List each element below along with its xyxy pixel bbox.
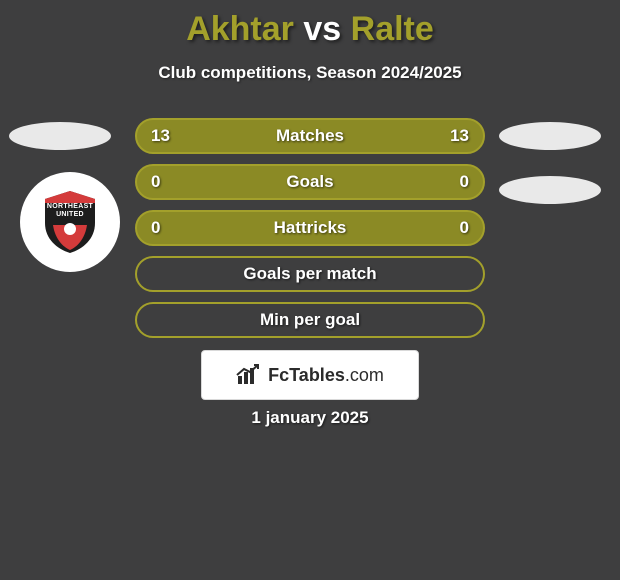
stat-label: Hattricks — [274, 218, 347, 238]
bar-chart-icon — [236, 364, 262, 386]
comparison-title: Akhtar vs Ralte — [0, 0, 620, 49]
brand-bold: FcTables — [268, 365, 345, 385]
placeholder-ellipse — [499, 122, 601, 150]
stat-label: Min per goal — [260, 310, 360, 330]
stat-left-value: 0 — [151, 172, 160, 192]
stat-label: Goals per match — [243, 264, 376, 284]
stat-bar: Goals per match — [135, 256, 485, 292]
stat-left-value: 13 — [151, 126, 170, 146]
stat-right-value: 0 — [460, 218, 469, 238]
stat-bar: 0 Goals 0 — [135, 164, 485, 200]
subtitle: Club competitions, Season 2024/2025 — [0, 63, 620, 83]
brand-logo-box: FcTables.com — [201, 350, 419, 400]
shield-text: NORTHEAST UNITED — [41, 203, 99, 219]
stat-left-value: 0 — [151, 218, 160, 238]
placeholder-ellipse — [499, 176, 601, 204]
stat-right-value: 0 — [460, 172, 469, 192]
date-text: 1 january 2025 — [0, 408, 620, 428]
shield-icon: NORTHEAST UNITED — [41, 189, 99, 255]
stat-bar: 0 Hattricks 0 — [135, 210, 485, 246]
brand-light: .com — [345, 365, 384, 385]
brand-text: FcTables.com — [268, 365, 384, 386]
placeholder-ellipse — [9, 122, 111, 150]
player2-name: Ralte — [351, 10, 434, 48]
stat-bar: Min per goal — [135, 302, 485, 338]
vs-text: vs — [303, 10, 341, 48]
comparison-bars: 13 Matches 13 0 Goals 0 0 Hattricks 0 Goals per m… — [135, 118, 485, 348]
player1-name: Akhtar — [186, 10, 294, 48]
stat-label: Goals — [286, 172, 333, 192]
shield-line2: UNITED — [56, 211, 84, 218]
team-badge: NORTHEAST UNITED — [20, 172, 120, 272]
stat-right-value: 13 — [450, 126, 469, 146]
shield-line1: NORTHEAST — [47, 203, 93, 210]
stat-bar: 13 Matches 13 — [135, 118, 485, 154]
stat-label: Matches — [276, 126, 344, 146]
